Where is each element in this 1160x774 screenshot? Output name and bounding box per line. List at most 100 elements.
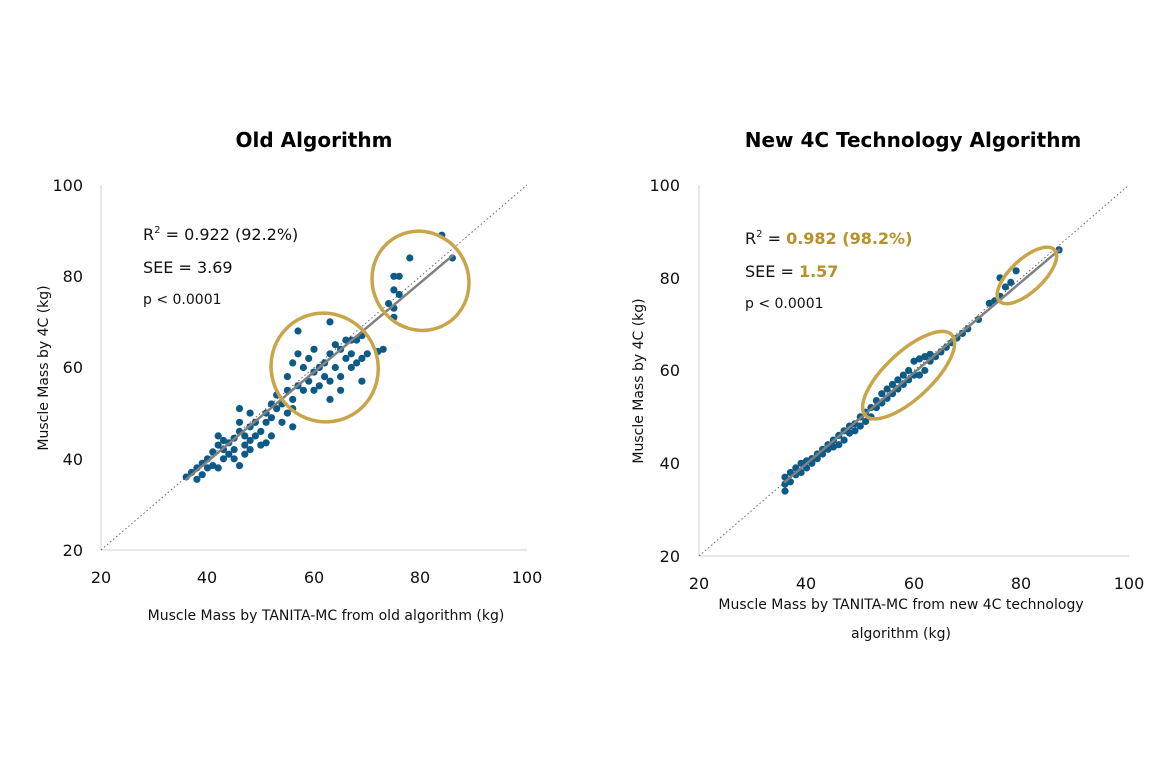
data-point [781,487,789,495]
data-point [342,354,350,362]
data-point [347,350,355,358]
data-point [326,395,334,403]
data-point [379,345,387,353]
data-point [856,422,864,430]
data-point [342,336,350,344]
data-point [305,354,313,362]
highlight-ellipse-new-2 [995,245,1059,306]
x-tick-old-40: 40 [197,568,217,587]
data-point [214,464,222,472]
data-point [235,405,244,413]
data-point [241,441,249,449]
x-tick-new-60: 60 [904,574,924,593]
data-point [353,359,361,367]
data-point [894,376,902,384]
x-tick-new-100: 100 [1114,574,1145,593]
data-point [209,448,217,456]
x-axis-label-old: Muscle Mass by TANITA-MC from old algori… [148,608,505,624]
data-point [246,446,254,454]
p-value-old: p < 0.0001 [143,292,222,308]
data-point [251,432,259,440]
data-point [289,395,297,403]
x-tick-new-40: 40 [796,574,816,593]
x-tick-new-80: 80 [1011,574,1031,593]
data-point [198,471,206,479]
data-point [1001,283,1010,291]
data-point [299,386,307,394]
data-point [310,386,318,394]
data-point [899,371,907,379]
data-point [337,373,345,381]
y-tick-new-80: 80 [660,269,680,288]
data-point [878,390,886,398]
data-point [390,272,398,280]
data-point [262,418,270,426]
identity-line-old [100,184,528,551]
data-point [273,405,281,413]
stats-new: R2 = 0.982 (98.2%) SEE = 1.57 p < 0.0001 [745,229,912,312]
see-stat-old: SEE = 3.69 [143,258,233,277]
y-axis-label-new: Muscle Mass by 4C (kg) [631,298,647,463]
data-point [235,418,244,426]
x-axis-label-new-line1: Muscle Mass by TANITA-MC from new 4C tec… [718,597,1083,613]
data-point [230,455,238,463]
chart-old-algorithm: Old Algorithm 20 40 60 80 100 20 40 60 8… [36,128,542,624]
data-point [337,386,345,394]
chart-title-old: Old Algorithm [236,128,393,152]
data-point [1007,278,1015,286]
data-point [851,427,859,435]
y-tick-new-40: 40 [660,454,680,473]
y-tick-old-60: 60 [63,358,83,377]
x-tick-new-20: 20 [689,574,709,593]
data-point [315,382,323,390]
data-point [246,436,254,445]
data-point [246,409,254,417]
x-tick-old-80: 80 [410,568,430,587]
data-point [835,441,843,449]
data-point [829,443,838,451]
r2-stat-old: R2 = 0.922 (92.2%) [143,225,298,244]
y-tick-new-100: 100 [649,176,680,195]
data-point [883,385,891,393]
x-tick-old-60: 60 [304,568,324,587]
r2-stat-new: R2 = 0.982 (98.2%) [745,229,912,248]
data-point [257,427,265,435]
data-point [289,423,297,431]
data-point [219,455,228,463]
y-tick-old-100: 100 [52,176,83,195]
trend-line-old [184,254,454,481]
data-point [781,480,789,488]
data-point [262,439,270,447]
x-axis-label-new-line2: algorithm (kg) [851,626,951,642]
data-point [862,417,870,426]
data-point [915,355,924,363]
data-point [267,414,275,422]
y-tick-old-20: 20 [63,541,83,560]
data-point [299,363,307,372]
y-tick-old-80: 80 [63,267,83,286]
data-point [363,350,371,358]
data-point [915,371,924,379]
data-point [395,272,403,280]
data-point [1012,267,1020,275]
data-point [910,357,918,365]
y-tick-new-60: 60 [660,361,680,380]
data-point [331,341,339,349]
data-point [294,327,302,335]
data-point [347,363,355,372]
x-tick-old-20: 20 [91,568,111,587]
data-point [326,377,334,385]
data-point [840,436,848,444]
highlight-ellipse-old-2 [370,229,471,333]
y-tick-old-40: 40 [63,450,83,469]
data-point [241,432,249,440]
data-point [230,446,238,454]
data-point [331,363,339,372]
data-point [294,350,302,358]
data-point [283,409,291,417]
data-point [267,432,275,440]
data-point [214,441,222,449]
data-point [358,377,366,385]
data-point [326,318,334,326]
highlight-ellipse-old-1 [269,311,381,424]
